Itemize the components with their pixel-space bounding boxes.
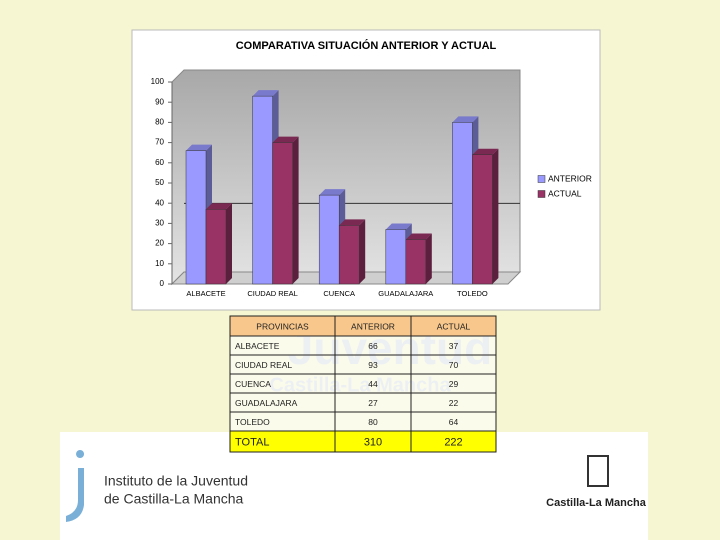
bar-front <box>252 95 273 285</box>
bar-top <box>405 233 432 240</box>
table-header: PROVINCIAS <box>256 321 309 331</box>
legend-label: ANTERIOR <box>548 173 592 183</box>
bar-front <box>338 225 360 285</box>
table-cell-text: 44 <box>368 379 378 389</box>
bar-front <box>318 194 340 285</box>
bar-front <box>452 122 473 285</box>
legend-label: ACTUAL <box>548 188 582 198</box>
bar-top <box>452 116 479 123</box>
x-tick-label: CUENCA <box>323 289 355 298</box>
bar <box>205 203 232 285</box>
bar-top <box>472 148 499 155</box>
crest-icon <box>587 455 609 487</box>
bar <box>405 233 432 285</box>
table-cell-text: 22 <box>449 398 459 408</box>
x-tick-label: GUADALAJARA <box>378 289 433 298</box>
table-cell-text: 37 <box>449 341 459 351</box>
table-cell <box>410 430 497 453</box>
bar-top <box>272 136 299 143</box>
y-tick-label: 30 <box>155 219 164 228</box>
bar-side <box>425 233 432 284</box>
y-tick-label: 80 <box>155 118 164 127</box>
y-tick-label: 0 <box>160 279 165 288</box>
bar-top <box>186 144 212 151</box>
crest-text: Castilla-La Mancha <box>546 497 647 509</box>
table-cell-text: TOLEDO <box>235 417 270 427</box>
table-cell-text: CUENCA <box>235 379 271 389</box>
bar-top <box>339 219 366 226</box>
table-total: TOTAL <box>235 436 269 448</box>
table-cell-text: 66 <box>368 341 378 351</box>
bar-front <box>385 229 407 285</box>
logo-text: Instituto de la Juventud <box>104 473 248 489</box>
bar-front <box>472 154 493 285</box>
y-tick-label: 60 <box>155 158 164 167</box>
bar-top <box>252 90 279 97</box>
y-tick-label: 90 <box>155 97 164 106</box>
bar <box>272 136 299 285</box>
chart-title: COMPARATIVA SITUACIÓN ANTERIOR Y ACTUAL <box>236 39 497 52</box>
y-tick-label: 100 <box>151 77 165 86</box>
logo-mark <box>66 450 85 522</box>
table-cell-text: 27 <box>368 398 378 408</box>
bar-side <box>226 203 232 284</box>
table-cell-text: 70 <box>449 360 459 370</box>
x-tick-label: TOLEDO <box>457 289 488 298</box>
logo-text: de Castilla-La Mancha <box>104 491 244 507</box>
table-cell-text: CIUDAD REAL <box>235 360 292 370</box>
bar-top <box>206 203 232 210</box>
table-cell-text: ALBACETE <box>235 341 280 351</box>
table-header: ANTERIOR <box>351 321 395 331</box>
bar-front <box>185 150 207 285</box>
bar-side <box>292 136 299 284</box>
bar-front <box>205 209 227 285</box>
x-tick-label: ALBACETE <box>186 289 225 298</box>
table-cell-text: 80 <box>368 417 378 427</box>
table-total: 222 <box>444 436 462 448</box>
table-cell-text: GUADALAJARA <box>235 398 298 408</box>
y-tick-label: 50 <box>155 178 164 187</box>
bar-front <box>405 239 427 285</box>
legend-swatch <box>537 175 546 183</box>
bar <box>472 148 499 285</box>
bar-front <box>272 142 293 285</box>
table-header: ACTUAL <box>437 321 471 331</box>
bar-side <box>359 219 366 284</box>
table-cell-text: 29 <box>449 379 459 389</box>
bar-top <box>385 223 412 230</box>
y-tick-label: 70 <box>155 138 164 147</box>
table-cell-text: 64 <box>449 417 459 427</box>
y-tick-label: 10 <box>155 259 164 268</box>
table-total: 310 <box>364 436 382 448</box>
y-tick-label: 20 <box>155 239 164 248</box>
y-tick-label: 40 <box>155 198 164 207</box>
bar-top <box>319 189 346 196</box>
x-tick-label: CIUDAD REAL <box>247 289 297 298</box>
bar-side <box>492 148 499 284</box>
legend-swatch <box>537 190 546 198</box>
table-cell-text: 93 <box>368 360 378 370</box>
bar <box>338 219 366 285</box>
